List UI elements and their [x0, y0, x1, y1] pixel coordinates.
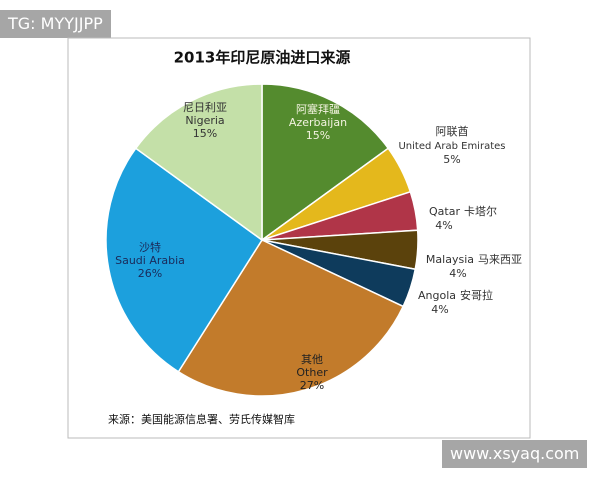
pie-slice: [177, 239, 405, 397]
slice-label: Malaysia: [426, 253, 474, 266]
value-label: 15%: [306, 129, 330, 142]
value-label: 4%: [449, 267, 466, 280]
slice-label-zh: 阿塞拜疆: [296, 102, 340, 116]
slice-label: Saudi Arabia: [115, 254, 185, 267]
slice-label-zh: 沙特: [139, 240, 161, 254]
slice-label: Azerbaijan: [289, 116, 347, 129]
value-label: 5%: [443, 153, 460, 166]
slice-label: United Arab Emirates: [398, 141, 505, 152]
slice-label: Other: [296, 366, 328, 379]
slice-label-zh: 其他: [301, 353, 323, 366]
pie-slice: [105, 147, 264, 373]
value-label: 4%: [431, 303, 448, 316]
chart-title: 2013年印尼原油进口来源: [174, 49, 351, 67]
pie-slice: [261, 83, 390, 242]
slice-label-zh: 马来西亚: [478, 253, 522, 266]
watermark: www.xsyaq.com: [442, 440, 588, 468]
value-label: 26%: [138, 267, 162, 280]
pie-slice: [134, 83, 263, 242]
slice-label: Nigeria: [185, 114, 224, 127]
value-label: 4%: [435, 219, 452, 232]
slice-label-zh: 尼日利亚: [183, 101, 227, 114]
value-label: 15%: [193, 127, 217, 140]
slice-label: Qatar: [429, 205, 460, 218]
slice-label-zh: 卡塔尔: [464, 205, 497, 218]
source-note: 来源：美国能源信息署、劳氏传媒智库: [108, 412, 295, 426]
watermark: TG: MYYJJPP: [0, 10, 111, 38]
slice-label: Angola: [418, 289, 456, 302]
slice-label-zh: 安哥拉: [460, 288, 493, 302]
value-label: 27%: [300, 379, 324, 392]
slice-label-zh: 阿联酋: [436, 124, 469, 138]
